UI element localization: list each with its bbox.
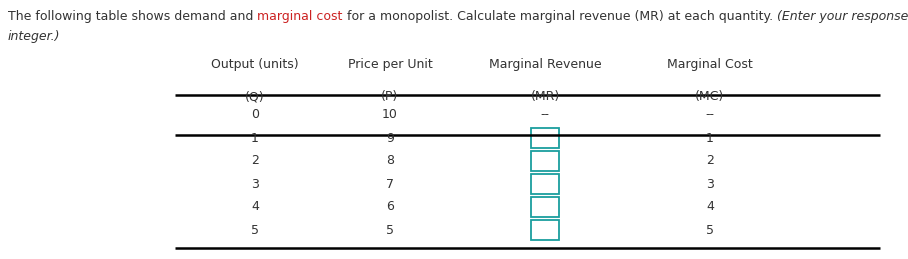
Text: Price per Unit: Price per Unit (348, 58, 432, 71)
Bar (531, 174, 559, 194)
Text: 4: 4 (252, 200, 259, 213)
Text: marginal cost: marginal cost (257, 10, 342, 23)
Text: 3: 3 (706, 177, 714, 191)
Text: for a monopolist. Calculate marginal revenue (MR) at each quantity.: for a monopolist. Calculate marginal rev… (342, 10, 777, 23)
Text: The following table shows demand and: The following table shows demand and (8, 10, 257, 23)
Text: 6: 6 (386, 200, 394, 213)
Bar (531, 128, 559, 148)
Text: (Enter your response as an: (Enter your response as an (777, 10, 908, 23)
Text: 5: 5 (386, 224, 394, 236)
Text: 2: 2 (706, 155, 714, 168)
Text: 2: 2 (252, 155, 259, 168)
Text: 4: 4 (706, 200, 714, 213)
Text: (Q): (Q) (245, 90, 265, 103)
Bar (531, 197, 559, 217)
Text: Output (units): Output (units) (212, 58, 299, 71)
Text: 7: 7 (386, 177, 394, 191)
Text: 10: 10 (382, 109, 398, 121)
Text: Marginal Cost: Marginal Cost (667, 58, 753, 71)
Text: 8: 8 (386, 155, 394, 168)
Text: 0: 0 (251, 109, 259, 121)
Text: (MC): (MC) (696, 90, 725, 103)
Text: 3: 3 (252, 177, 259, 191)
Text: 1: 1 (706, 132, 714, 145)
Text: --: -- (706, 109, 715, 121)
Text: 5: 5 (706, 224, 714, 236)
Text: integer.): integer.) (8, 30, 61, 43)
Bar (531, 220, 559, 240)
Text: Marginal Revenue: Marginal Revenue (489, 58, 601, 71)
Text: 5: 5 (251, 224, 259, 236)
Text: 1: 1 (252, 132, 259, 145)
Text: --: -- (540, 109, 549, 121)
Text: (MR): (MR) (530, 90, 559, 103)
Text: 9: 9 (386, 132, 394, 145)
Bar (531, 151, 559, 171)
Text: (P): (P) (381, 90, 399, 103)
